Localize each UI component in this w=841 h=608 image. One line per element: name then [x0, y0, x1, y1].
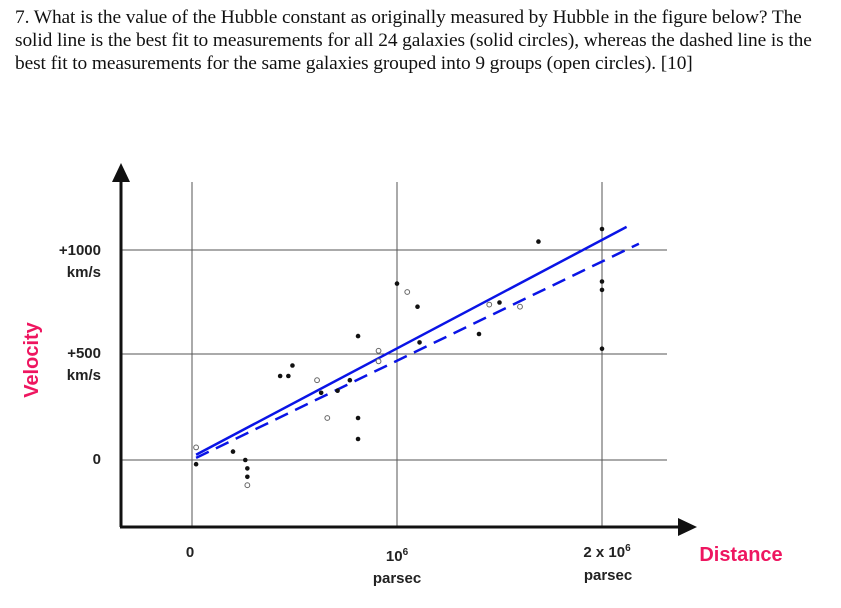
solid-circle-point: [290, 363, 295, 368]
solid-circle-point: [355, 436, 361, 442]
dashed-fit-line: [195, 242, 640, 460]
solid-circle-point: [286, 373, 291, 379]
solid-circle-point: [318, 390, 324, 396]
open-circle-point: [324, 415, 331, 421]
solid-circle-point: [243, 457, 248, 463]
y-tick-1000-unit: km/s: [67, 264, 101, 281]
solid-circle-point: [599, 279, 605, 284]
open-circle-point: [486, 301, 493, 308]
y-tick-labels: +1000 km/s +500 km/s 0: [59, 242, 101, 468]
open-circle-point: [193, 444, 200, 451]
solid-circle-point: [347, 377, 353, 383]
solid-circle-point: [599, 346, 605, 352]
open-circle-point: [375, 347, 382, 354]
solid-circle-point: [536, 239, 541, 244]
solid-circle-point: [355, 333, 361, 339]
y-tick-0: 0: [93, 451, 101, 468]
open-circle-point: [517, 303, 523, 310]
y-axis-title: Velocity: [21, 321, 43, 397]
x-axis-title: Distance: [699, 544, 782, 566]
solid-circle-point: [245, 474, 250, 480]
solid-fit-line: [195, 225, 628, 456]
x-tick-2e6-unit: parsec: [584, 567, 632, 584]
solid-circle-point: [335, 388, 340, 394]
open-circle-point: [314, 377, 320, 384]
plot-area: [193, 225, 640, 489]
solid-circle-point: [415, 304, 420, 310]
solid-circle-point: [497, 300, 502, 305]
solid-circle-point: [277, 373, 283, 379]
y-axis-arrow-icon: [112, 163, 130, 182]
axes: [112, 163, 697, 536]
solid-circle-point: [394, 281, 400, 286]
solid-circle-point: [245, 466, 250, 471]
x-tick-labels: 0 106 parsec 2 x 106 parsec: [186, 543, 632, 587]
grid-lines: [122, 182, 667, 526]
solid-circle-point: [355, 415, 361, 421]
x-tick-1e6: 106: [386, 547, 409, 565]
x-tick-0: 0: [186, 544, 194, 561]
x-tick-1e6-unit: parsec: [373, 570, 421, 587]
y-tick-1000: +1000: [59, 242, 101, 259]
solid-circle-point: [193, 461, 199, 467]
solid-circle-point: [599, 226, 605, 232]
solid-circle-point: [417, 340, 422, 345]
question-text: 7. What is the value of the Hubble const…: [15, 7, 812, 74]
open-circle-point: [375, 358, 382, 365]
x-axis-arrow-icon: [678, 518, 697, 536]
open-circle-point: [404, 289, 411, 295]
y-tick-500-unit: km/s: [67, 367, 101, 384]
x-tick-2e6: 2 x 106: [583, 543, 631, 561]
solid-circle-point: [599, 287, 605, 293]
y-tick-500: +500: [67, 345, 101, 362]
open-circle-point: [244, 482, 251, 489]
solid-circle-point: [476, 331, 482, 337]
solid-circle-point: [230, 449, 236, 454]
